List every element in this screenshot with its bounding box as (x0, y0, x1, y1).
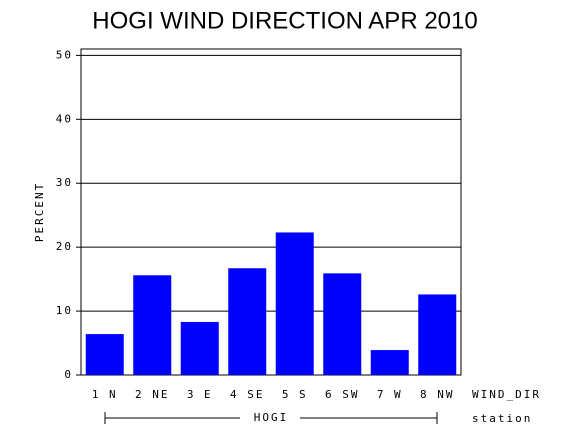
y-tick-label: 10 (56, 304, 73, 317)
group-axis-label: station (472, 412, 532, 425)
y-tick-label: 0 (64, 368, 73, 381)
y-tick-label: 30 (56, 176, 73, 189)
bar (133, 275, 172, 375)
y-tick-label: 20 (56, 240, 73, 253)
x-tick-label: 1 N (92, 388, 118, 401)
x-tick-label: 2 NE (135, 388, 170, 401)
x-tick-label: 5 S (282, 388, 308, 401)
x-tick-label: 4 SE (230, 388, 265, 401)
bar (370, 350, 409, 375)
bar (180, 321, 219, 375)
chart-title: HOGI WIND DIRECTION APR 2010 (92, 7, 477, 34)
x-axis-label: WIND_DIR (472, 388, 541, 401)
y-tick-label: 50 (56, 48, 73, 61)
bar (85, 334, 124, 375)
x-tick-label: 3 E (187, 388, 213, 401)
y-tick-label: 40 (56, 112, 73, 125)
bar (275, 232, 314, 375)
group-label: HOGI (254, 411, 289, 424)
y-axis-label: PERCENT (33, 182, 46, 242)
bar (418, 294, 457, 375)
bar (323, 273, 362, 375)
x-tick-label: 8 NW (420, 388, 455, 401)
x-tick-label: 7 W (377, 388, 403, 401)
x-tick-label: 6 SW (325, 388, 360, 401)
bar (228, 268, 267, 375)
